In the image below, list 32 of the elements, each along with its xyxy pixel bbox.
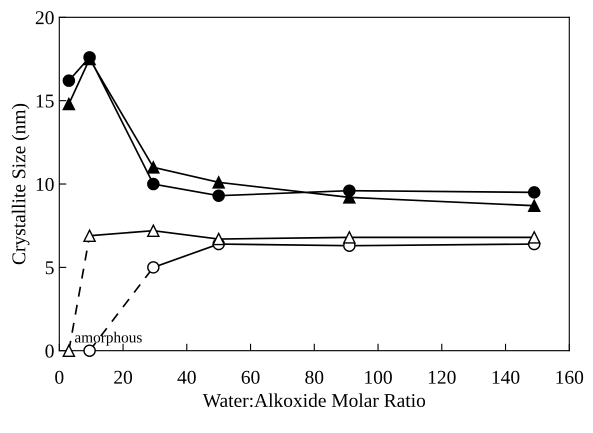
x-tick-label: 80: [305, 370, 324, 384]
point: [147, 261, 160, 274]
y-tick-label: 0: [45, 344, 54, 358]
x-tick-label: 160: [556, 370, 584, 384]
point: [62, 344, 76, 357]
point: [528, 186, 540, 199]
y-tick-label: 5: [46, 261, 54, 274]
point: [343, 231, 356, 244]
point: [62, 98, 76, 110]
y-tick-label: 20: [36, 11, 54, 24]
x-tick-label: 100: [365, 370, 392, 384]
x-tick-label: 20: [114, 370, 132, 384]
y-axis-title: Crystallite Size (nm): [12, 104, 30, 264]
point: [62, 74, 76, 87]
point: [528, 231, 540, 244]
point: [147, 161, 160, 174]
point: [147, 224, 160, 237]
x-tick-label: 120: [428, 370, 456, 384]
point: [147, 178, 160, 190]
x-tick-label: 40: [177, 370, 196, 384]
point: [83, 229, 96, 242]
y-tick-label: 10: [36, 178, 54, 191]
point: [212, 176, 225, 189]
x-tick-label: 140: [492, 370, 520, 384]
point: [212, 232, 225, 246]
y-tick-label: 15: [36, 94, 54, 108]
point: [528, 199, 540, 212]
x-tick-label: 0: [55, 370, 64, 384]
point: [212, 189, 225, 202]
x-tick-label: 60: [242, 370, 260, 384]
annotation: amorphous: [74, 332, 142, 346]
x-axis-title: Water:Alkoxide Molar Ratio: [202, 393, 426, 408]
